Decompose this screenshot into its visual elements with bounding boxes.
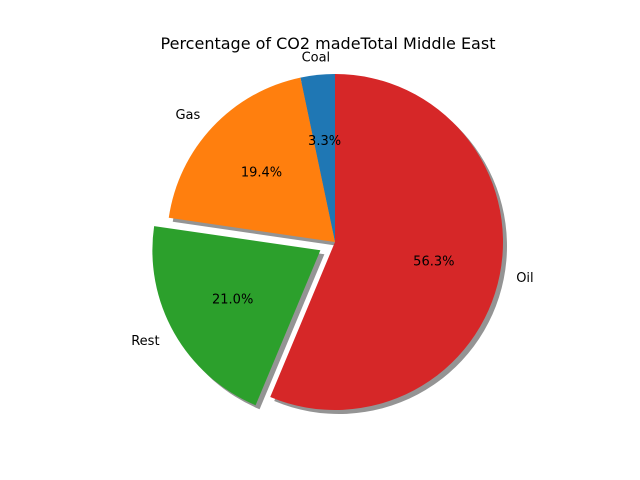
slice-coal <box>300 74 335 242</box>
slice-gas <box>168 77 335 242</box>
category-label-oil: Oil <box>516 271 533 286</box>
slice-labels: Coal 3.3% Gas 19.4% Rest 21.0% Oil 56.3% <box>131 51 533 349</box>
pie-slices <box>152 74 503 410</box>
slice-rest <box>152 226 321 406</box>
category-label-coal: Coal <box>302 51 331 66</box>
slice-oil <box>270 74 503 410</box>
chart-title: Percentage of CO2 madeTotal Middle East <box>161 34 496 53</box>
percent-label-coal: 3.3% <box>308 134 341 149</box>
percent-label-oil: 56.3% <box>413 254 454 269</box>
category-label-gas: Gas <box>175 108 200 123</box>
percent-label-rest: 21.0% <box>212 292 253 307</box>
category-label-rest: Rest <box>131 334 159 349</box>
percent-label-gas: 19.4% <box>241 165 282 180</box>
